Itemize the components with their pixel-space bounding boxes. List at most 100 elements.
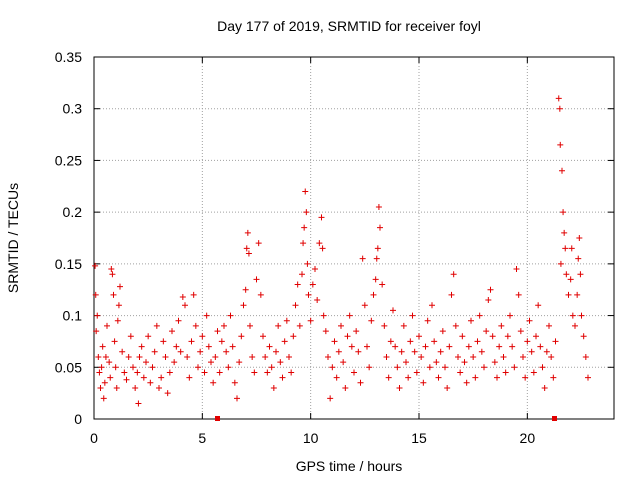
data-point: [407, 338, 414, 345]
data-point: [110, 291, 117, 298]
data-point: [569, 312, 576, 319]
data-point: [392, 343, 399, 350]
data-point: [288, 369, 295, 376]
data-point: [121, 369, 128, 376]
data-point: [500, 353, 507, 360]
y-tick-label: 0.25: [55, 152, 82, 168]
data-point: [585, 374, 591, 381]
data-point: [305, 291, 312, 298]
data-point: [182, 302, 188, 309]
data-point: [314, 297, 321, 304]
data-point: [92, 291, 99, 298]
data-point: [106, 359, 113, 366]
data-point: [550, 374, 557, 381]
data-point: [437, 348, 444, 355]
chart-title: Day 177 of 2019, SRMTID for receiver foy…: [217, 18, 481, 34]
data-point: [109, 271, 116, 278]
data-point: [102, 353, 109, 360]
data-point: [552, 338, 559, 345]
data-point: [533, 333, 539, 340]
data-point: [555, 95, 562, 102]
x-tick-label: 0: [90, 430, 98, 446]
data-point: [302, 188, 309, 195]
data-point: [98, 364, 105, 371]
data-point: [463, 379, 470, 386]
data-point: [444, 384, 451, 391]
data-point: [135, 400, 142, 407]
data-point: [286, 353, 292, 360]
data-point: [242, 286, 249, 293]
data-point: [238, 333, 245, 340]
data-point: [136, 353, 143, 360]
data-point: [227, 312, 234, 319]
data-point: [268, 364, 275, 371]
data-point: [266, 343, 273, 350]
data-point: [348, 343, 355, 350]
data-point: [130, 364, 136, 371]
data-point: [474, 338, 481, 345]
data-point: [149, 364, 156, 371]
data-point: [504, 333, 511, 340]
data-point: [245, 250, 252, 257]
y-tick-label: 0: [74, 411, 82, 427]
grid: [94, 57, 614, 419]
data-point: [478, 348, 485, 355]
data-point: [452, 322, 459, 329]
data-point: [96, 369, 103, 376]
data-point: [95, 353, 102, 360]
data-point: [567, 276, 574, 283]
data-point: [212, 353, 219, 360]
data-point: [459, 333, 466, 340]
data-point: [390, 307, 396, 314]
data-point: [304, 260, 311, 267]
data-point: [487, 286, 494, 293]
data-point: [375, 203, 382, 210]
data-point: [300, 240, 307, 247]
data-point: [113, 384, 120, 391]
data-point: [560, 209, 567, 216]
data-point: [292, 302, 299, 309]
data-point: [229, 343, 236, 350]
data-point: [92, 262, 99, 269]
data-point: [424, 317, 431, 324]
data-point: [556, 105, 563, 112]
data-point: [387, 338, 394, 345]
x-axis: 0 5 10 15 20: [90, 57, 535, 446]
data-point: [543, 348, 550, 355]
data-point: [112, 364, 119, 371]
data-point: [396, 384, 403, 391]
data-point: [325, 353, 331, 360]
data-point: [338, 322, 344, 329]
data-point: [416, 333, 422, 340]
data-points: [92, 95, 591, 407]
data-point: [485, 297, 492, 304]
data-point: [574, 291, 581, 298]
y-tick-label: 0.1: [63, 308, 83, 324]
data-point: [576, 235, 583, 241]
data-point: [431, 338, 438, 345]
data-point: [299, 271, 305, 278]
data-point: [520, 353, 526, 360]
data-point: [327, 395, 334, 402]
data-point: [101, 379, 108, 386]
data-point: [104, 322, 110, 329]
data-point: [448, 291, 455, 298]
data-point: [309, 281, 316, 288]
data-point: [429, 302, 435, 309]
data-point: [316, 240, 323, 247]
data-point: [197, 348, 204, 355]
data-point: [100, 395, 107, 402]
data-point: [123, 376, 130, 383]
data-point: [530, 369, 537, 376]
data-point: [383, 353, 390, 360]
y-tick-label: 0.05: [55, 359, 82, 375]
data-point: [205, 343, 212, 350]
data-point: [537, 343, 544, 350]
data-point: [546, 322, 552, 329]
data-point: [515, 291, 522, 298]
data-point: [203, 312, 210, 319]
data-point: [517, 328, 524, 335]
data-point: [145, 333, 152, 340]
data-point: [169, 328, 175, 335]
